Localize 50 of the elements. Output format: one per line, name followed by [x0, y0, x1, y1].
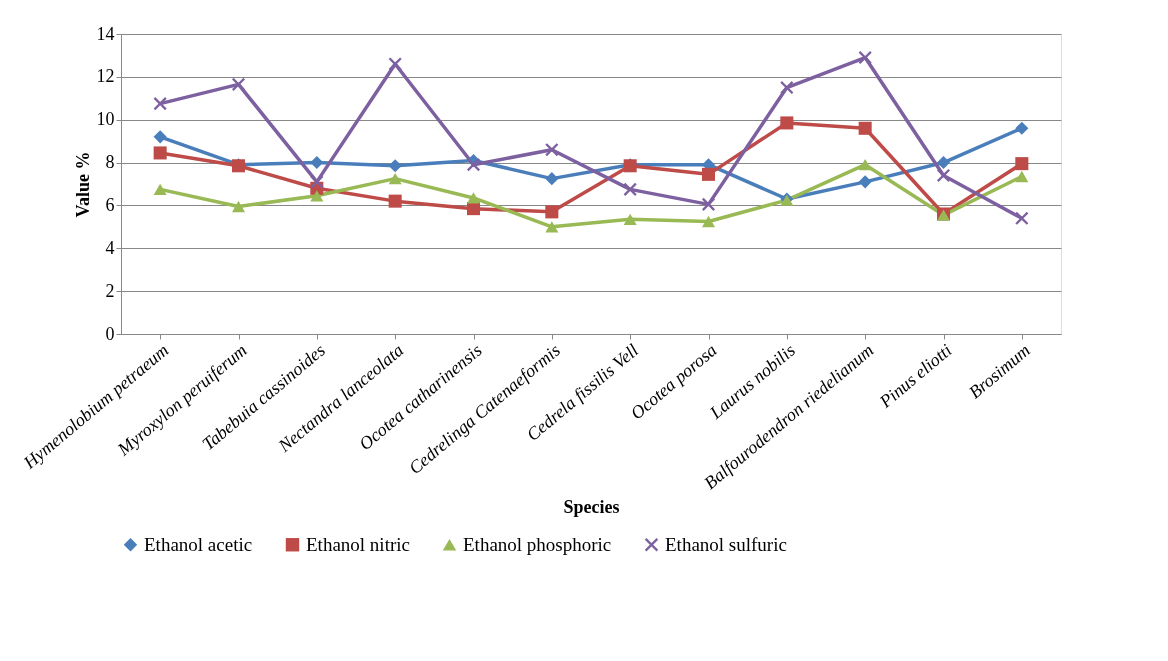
point — [388, 173, 402, 185]
point — [153, 183, 167, 195]
y-tick-label: 12 — [96, 66, 115, 87]
point — [388, 57, 402, 71]
point — [701, 215, 716, 228]
point — [1015, 170, 1029, 183]
point — [780, 116, 794, 130]
y-tick-label: 6 — [105, 194, 115, 215]
point — [701, 167, 716, 181]
y-tick-label: 14 — [96, 23, 115, 44]
point — [388, 194, 402, 208]
y-tick-label: 4 — [105, 237, 115, 258]
point — [936, 156, 951, 170]
point — [858, 121, 872, 135]
point — [310, 190, 324, 202]
point — [153, 146, 167, 160]
point — [623, 182, 637, 196]
legend-label: Ethanol nitric — [306, 533, 410, 555]
point — [780, 81, 794, 95]
y-axis-title: Value % — [72, 151, 93, 218]
point — [1015, 121, 1029, 135]
y-tick-label: 10 — [96, 109, 115, 130]
point — [858, 51, 872, 65]
point — [1015, 157, 1029, 171]
point — [545, 172, 559, 186]
point — [545, 205, 559, 219]
legend-label: Ethanol sulfuric — [665, 533, 787, 555]
point — [545, 143, 559, 157]
point — [1015, 211, 1029, 225]
point — [858, 159, 872, 171]
point — [231, 77, 246, 91]
point — [858, 175, 872, 189]
point — [310, 156, 324, 170]
point — [701, 197, 716, 211]
point — [545, 221, 559, 233]
point — [388, 159, 402, 173]
point — [231, 200, 246, 213]
y-tick-label: 2 — [105, 280, 115, 301]
point — [466, 158, 481, 172]
point — [153, 130, 167, 144]
point — [153, 97, 167, 111]
legend-label: Ethanol phosphoric — [463, 533, 612, 555]
x-axis-title: Species — [563, 496, 620, 517]
legend-label: Ethanol acetic — [144, 533, 253, 555]
y-tick-label: 8 — [105, 152, 115, 173]
point — [623, 213, 637, 225]
point — [936, 168, 951, 182]
point — [466, 192, 481, 204]
y-tick-label: 0 — [105, 323, 115, 344]
point — [310, 175, 324, 189]
